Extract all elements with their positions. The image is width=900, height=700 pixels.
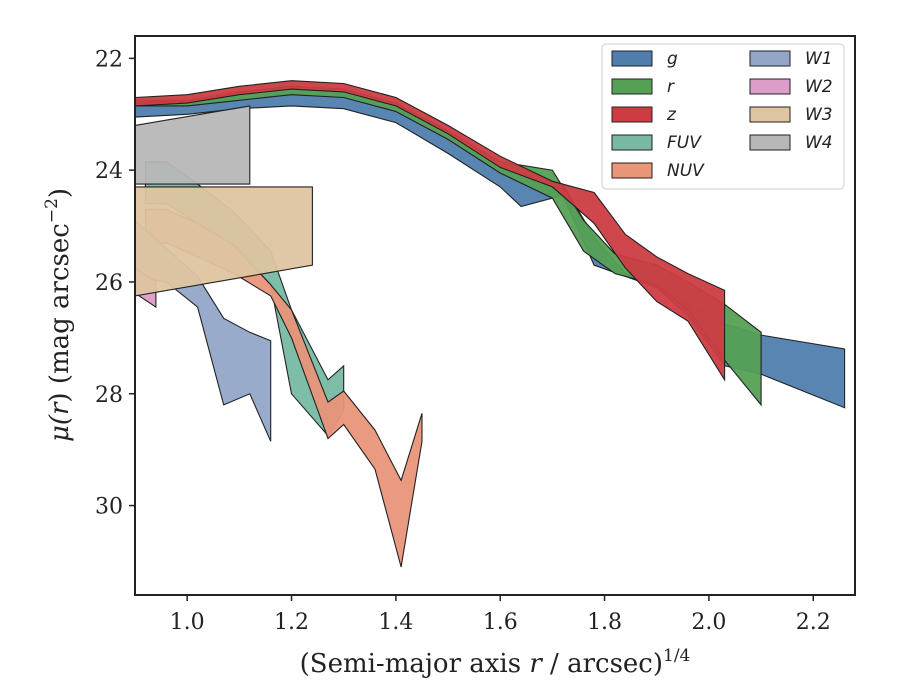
legend-label-w4: W4	[805, 133, 833, 153]
y-tick-label: 22	[95, 47, 123, 72]
legend-label-g: g	[667, 49, 678, 69]
legend-swatch-w4	[749, 134, 791, 151]
x-tick-label: 1.4	[378, 610, 413, 635]
band-z	[135, 80, 726, 382]
legend-swatch-nuv	[611, 162, 653, 179]
legend-label-w2: W2	[805, 77, 833, 97]
y-axis: 22 24 26 28 30	[95, 47, 135, 520]
plot-frame	[134, 35, 856, 596]
legend-swatch-r	[611, 78, 653, 95]
y-tick-label: 30	[95, 495, 123, 520]
y-tick-label: 26	[95, 271, 123, 296]
legend-swatch-w3	[749, 106, 791, 123]
legend-label-nuv: NUV	[667, 161, 705, 181]
legend: grz FUV NUV W1 W2 W3 W4	[601, 43, 845, 190]
legend-swatch-z	[611, 106, 653, 123]
y-axis-title: μ(r) (mag arcsec−2)	[42, 188, 75, 442]
legend-swatch-g	[611, 50, 653, 67]
y-tick-label: 28	[95, 383, 123, 408]
x-axis-title: (Semi-major axis r / arcsec)1/4	[300, 646, 691, 679]
x-tick-label: 2.0	[691, 610, 726, 635]
x-tick-label: 2.2	[796, 610, 831, 635]
x-tick-label: 1.2	[274, 610, 309, 635]
x-tick-label: 1.0	[170, 610, 205, 635]
x-tick-label: 1.8	[587, 610, 622, 635]
band-w4	[135, 105, 251, 185]
legend-label-w3: W3	[805, 105, 833, 125]
legend-swatch-w2	[749, 78, 791, 95]
legend-label-fuv: FUV	[667, 133, 702, 153]
y-tick-label: 24	[95, 159, 123, 184]
band-w3	[135, 186, 313, 297]
x-tick-label: 1.6	[483, 610, 518, 635]
plot-area	[135, 80, 846, 568]
legend-swatch-w1	[749, 50, 791, 67]
legend-label-w1: W1	[805, 49, 833, 69]
legend-label-z: z	[666, 105, 677, 125]
legend-label-r: r	[667, 77, 675, 97]
legend-swatch-fuv	[611, 134, 653, 151]
x-axis: 1.0 1.2 1.4 1.6 1.8 2.0 2.2	[170, 595, 831, 635]
